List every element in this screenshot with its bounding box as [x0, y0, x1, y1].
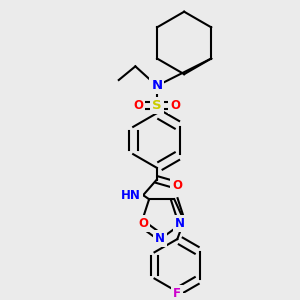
Text: O: O — [172, 179, 182, 192]
Text: N: N — [151, 80, 162, 92]
Text: N: N — [175, 217, 185, 230]
Text: HN: HN — [121, 189, 141, 202]
Text: F: F — [173, 287, 181, 300]
Text: S: S — [152, 99, 162, 112]
Text: N: N — [155, 232, 165, 244]
Text: O: O — [133, 99, 143, 112]
Text: O: O — [138, 217, 148, 230]
Text: O: O — [170, 99, 180, 112]
